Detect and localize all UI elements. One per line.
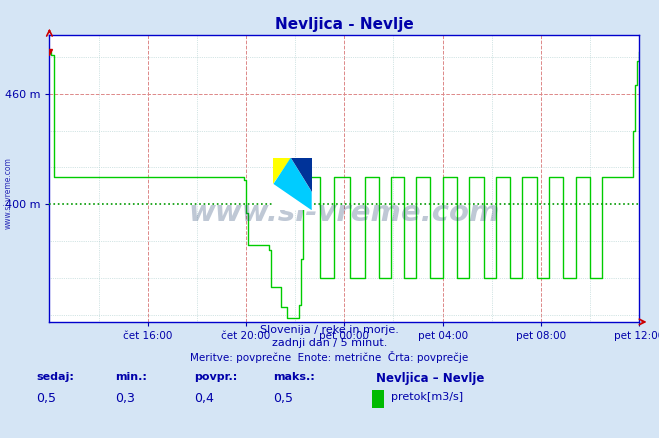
- Text: povpr.:: povpr.:: [194, 372, 238, 382]
- Text: pretok[m3/s]: pretok[m3/s]: [391, 392, 463, 402]
- Text: maks.:: maks.:: [273, 372, 315, 382]
- Text: 0,5: 0,5: [273, 392, 293, 405]
- Title: Nevljica - Nevlje: Nevljica - Nevlje: [275, 18, 414, 32]
- Text: Meritve: povprečne  Enote: metrične  Črta: povprečje: Meritve: povprečne Enote: metrične Črta:…: [190, 351, 469, 363]
- Text: zadnji dan / 5 minut.: zadnji dan / 5 minut.: [272, 338, 387, 348]
- Polygon shape: [273, 158, 312, 210]
- Text: www.si-vreme.com: www.si-vreme.com: [188, 199, 500, 227]
- Polygon shape: [291, 158, 312, 192]
- Polygon shape: [273, 158, 291, 184]
- Text: 0,4: 0,4: [194, 392, 214, 405]
- Text: 0,5: 0,5: [36, 392, 56, 405]
- Text: www.si-vreme.com: www.si-vreme.com: [4, 157, 13, 229]
- Text: Slovenija / reke in morje.: Slovenija / reke in morje.: [260, 325, 399, 335]
- Text: Nevljica – Nevlje: Nevljica – Nevlje: [376, 372, 484, 385]
- Text: min.:: min.:: [115, 372, 147, 382]
- Text: 0,3: 0,3: [115, 392, 135, 405]
- Text: sedaj:: sedaj:: [36, 372, 74, 382]
